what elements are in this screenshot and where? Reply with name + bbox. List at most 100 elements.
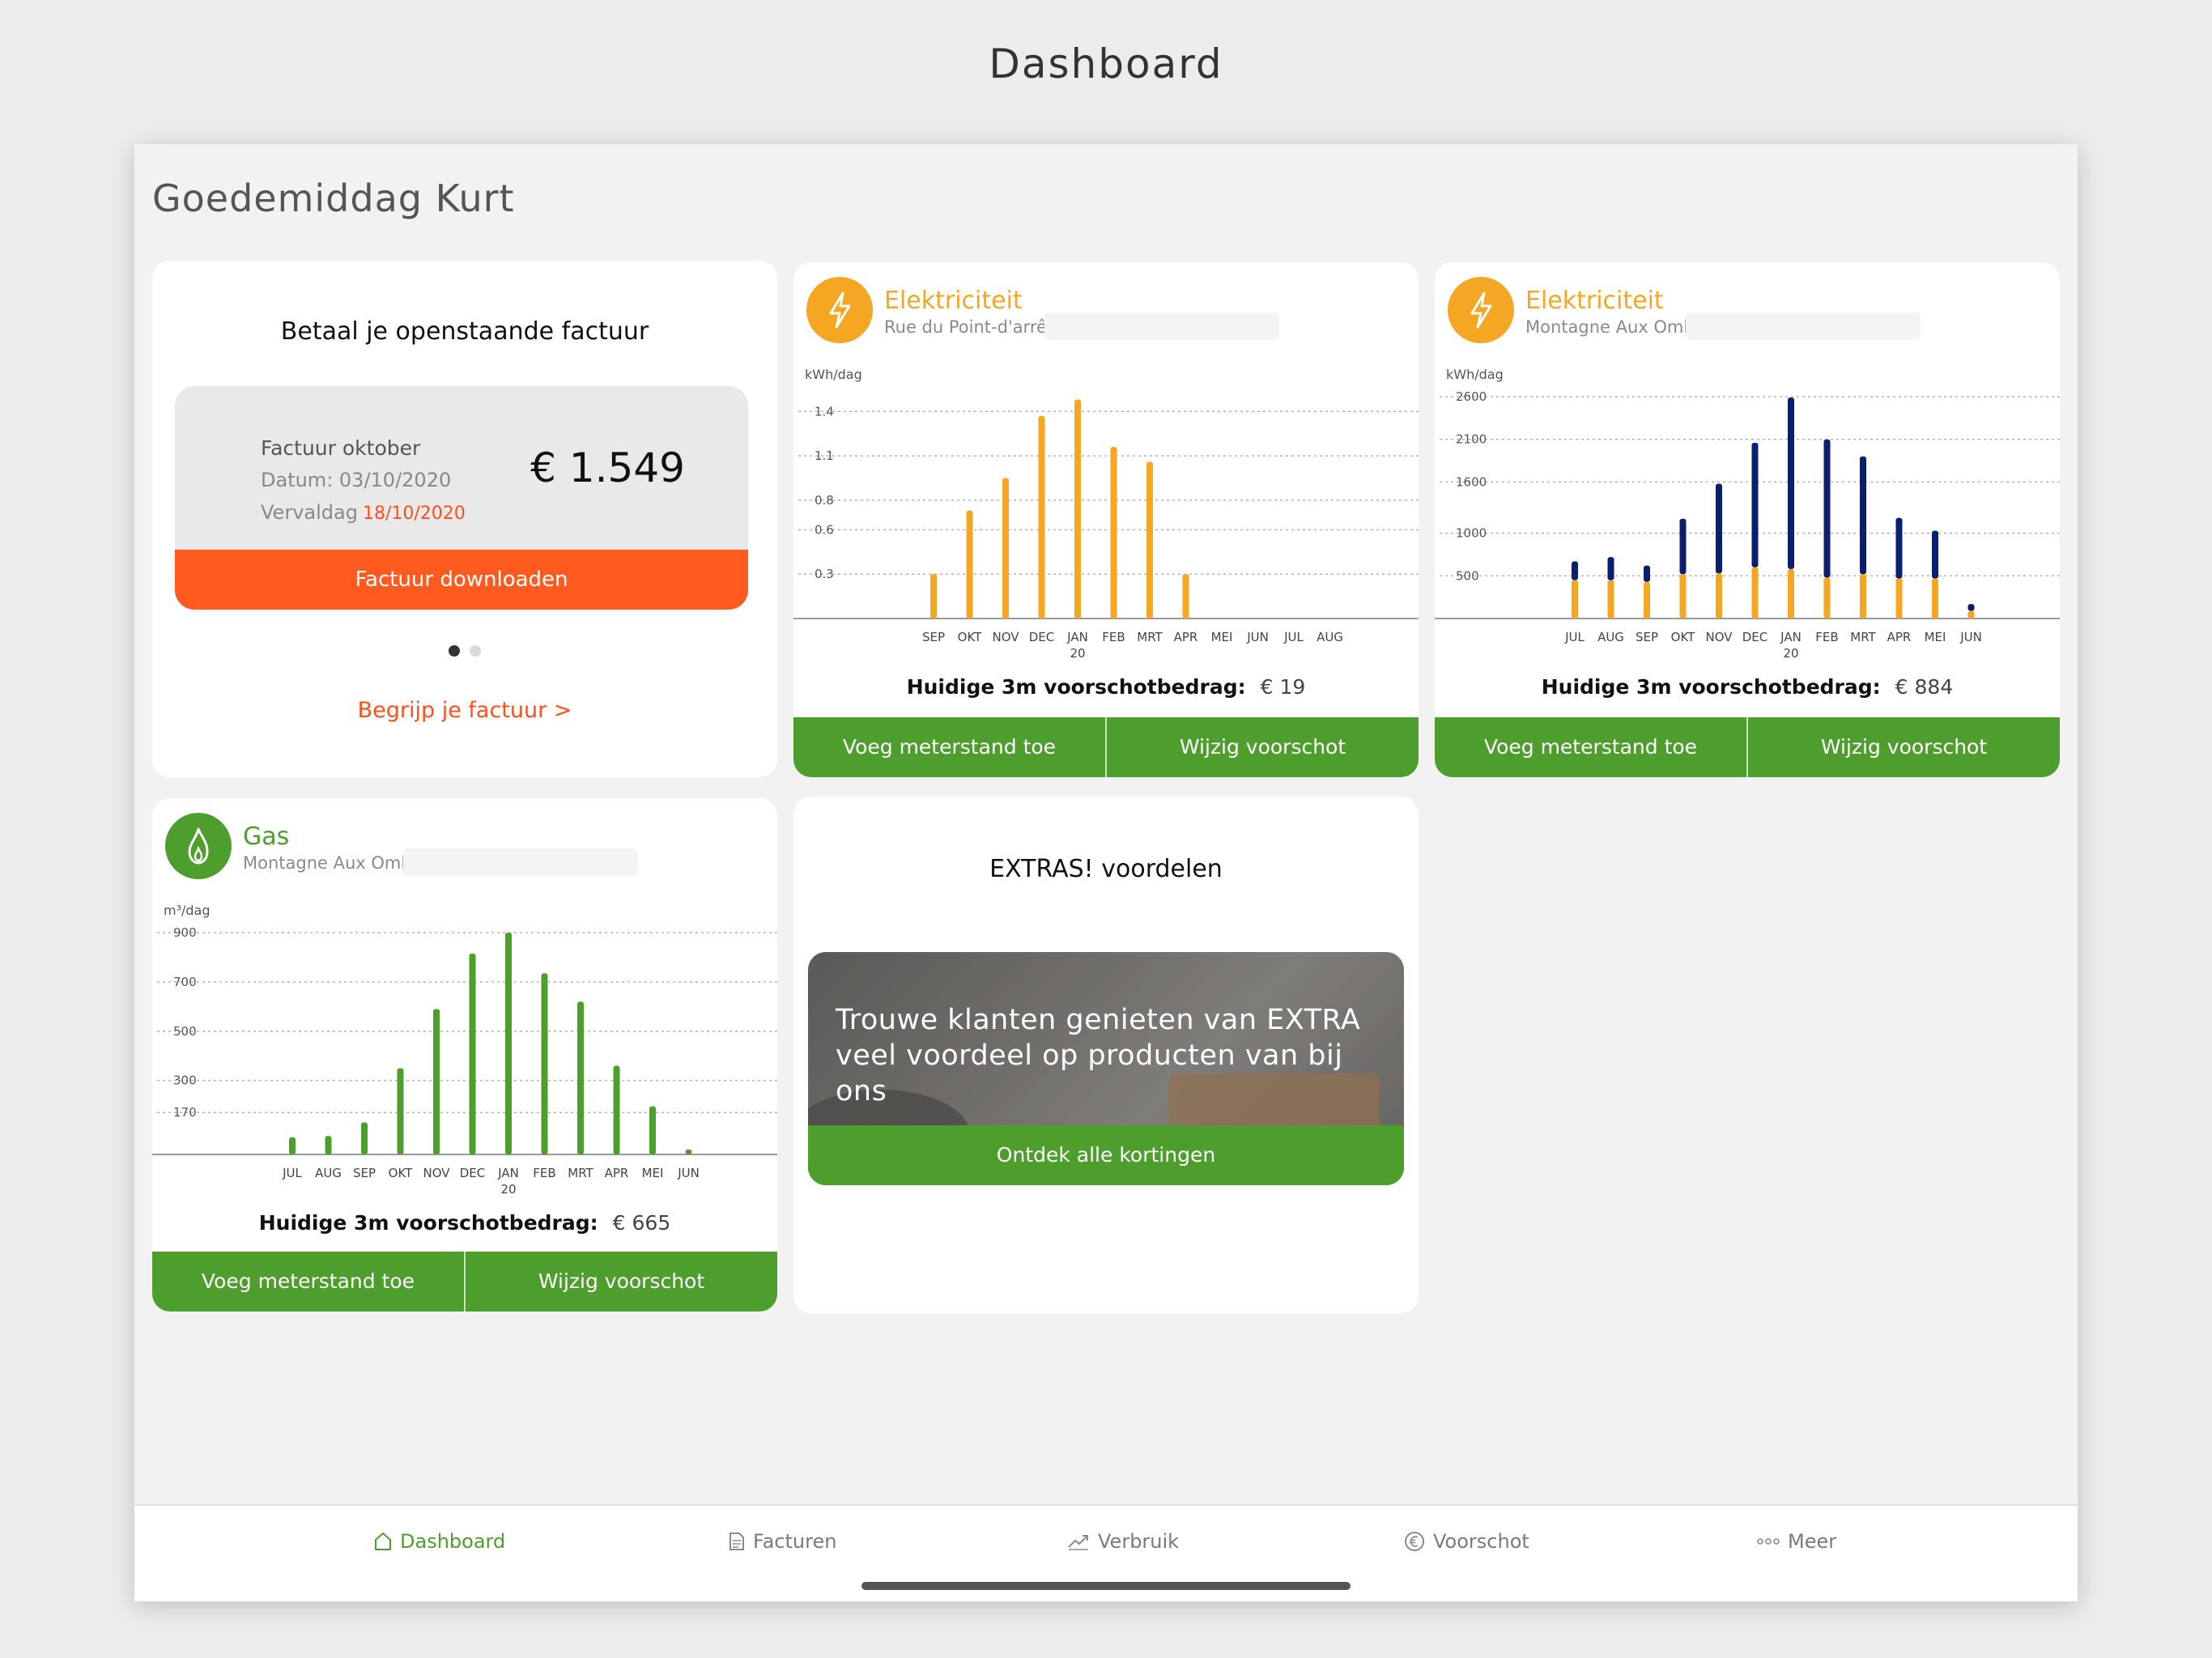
- y-tick-label: 0.6: [815, 522, 834, 537]
- chart-bar: [1607, 557, 1614, 580]
- chart-bar: [1074, 399, 1081, 619]
- x-tick-label: MEI: [642, 1166, 664, 1180]
- tab-label: Voorschot: [1433, 1530, 1529, 1553]
- chart-bar: [1932, 578, 1938, 619]
- x-tick-label: JUL: [1283, 630, 1304, 644]
- x-tick-label: SEP: [922, 630, 945, 644]
- pager-dot-active[interactable]: [449, 645, 460, 657]
- chart-bar: [1607, 580, 1614, 619]
- x-tick-label: FEB: [1102, 630, 1125, 644]
- y-tick-label: 1600: [1456, 474, 1487, 489]
- chart-bar: [289, 1137, 296, 1154]
- tab-dashboard[interactable]: Dashboard: [374, 1530, 505, 1553]
- gas-chart: m³/dag 900 700 500 300 170 JUL AUG SEP OKT NOV DEC J…: [152, 903, 777, 1197]
- add-meter-reading-button[interactable]: Voeg meterstand toe: [201, 1269, 415, 1293]
- chart-bar: [1751, 567, 1759, 619]
- chart-bar: [1895, 517, 1903, 579]
- y-tick-label: 500: [1456, 568, 1479, 583]
- chart-bar: [1679, 574, 1687, 619]
- chart-bar: [1679, 518, 1687, 575]
- change-advance-button[interactable]: Wijzig voorschot: [464, 1252, 777, 1312]
- page-title: Dashboard: [989, 40, 1223, 87]
- chart-bar: [1860, 456, 1866, 575]
- tab-voorschot[interactable]: Voorschot: [1404, 1530, 1529, 1553]
- flame-icon: [165, 813, 232, 879]
- x-tick-label: MEI: [1211, 630, 1233, 644]
- x-tick-label: JUN: [1246, 630, 1269, 644]
- chart-bar: [1823, 439, 1831, 578]
- chart-bar: [1967, 604, 1975, 611]
- x-tick-label: APR: [605, 1166, 629, 1180]
- x-tick-label: MEI: [1925, 630, 1946, 644]
- add-meter-reading-button[interactable]: Voeg meterstand toe: [842, 735, 1057, 759]
- tab-label: Dashboard: [400, 1530, 506, 1553]
- x-tick-label: NOV: [992, 630, 1019, 644]
- tab-label: Verbruik: [1098, 1530, 1180, 1553]
- chart-bar: [1644, 565, 1650, 582]
- invoice-card: Betaal je openstaande factuur Factuur ok…: [152, 261, 777, 777]
- invoice-amount: € 1.549: [530, 444, 685, 491]
- x-tick-label: OKT: [389, 1166, 413, 1180]
- advance-amount: Huidige 3m voorschotbedrag: € 665: [152, 1211, 777, 1235]
- advance-label: Huidige 3m voorschotbedrag:: [906, 675, 1246, 699]
- change-advance-button[interactable]: Wijzig voorschot: [1746, 717, 2060, 777]
- y-tick-label: 0.3: [815, 567, 834, 581]
- tab-facturen[interactable]: Facturen: [729, 1530, 836, 1553]
- chart-bar: [1182, 574, 1189, 619]
- chart-bar: [685, 1149, 692, 1154]
- electricity-card-1: Elektriciteit Rue du Point-d'arrêt kWh/d…: [793, 262, 1419, 777]
- card-actions: Voeg meterstand toe Wijzig voorschot: [152, 1252, 777, 1312]
- document-icon: [730, 1533, 744, 1550]
- year-marker-label: 20: [500, 1182, 516, 1197]
- year-marker-label: 20: [1783, 646, 1798, 661]
- advance-value: € 665: [612, 1211, 671, 1235]
- x-tick-label: AUG: [1317, 630, 1343, 644]
- electricity-2-chart: kWh/dag 2600 2100 1600 1000 500 JUL AUG SEP OKT NO…: [1435, 368, 2060, 661]
- x-tick-label: SEP: [1636, 630, 1658, 644]
- chart-bar: [397, 1068, 404, 1154]
- x-tick-label: OKT: [1671, 630, 1695, 644]
- chart-bar: [1572, 580, 1578, 619]
- tab-label: Facturen: [753, 1530, 837, 1553]
- invoice-pager[interactable]: [152, 644, 777, 660]
- y-tick-label: 700: [173, 975, 197, 989]
- y-tick-label: 2100: [1456, 432, 1487, 447]
- change-advance-button[interactable]: Wijzig voorschot: [1105, 717, 1419, 777]
- electricity-card-2: Elektriciteit Montagne Aux Ombres kWh/da…: [1435, 262, 2060, 777]
- x-tick-label: JAN: [497, 1166, 519, 1180]
- chart-bar: [505, 933, 512, 1154]
- chart-bar: [1788, 568, 1794, 619]
- chart-bar: [613, 1065, 620, 1154]
- x-tick-label: NOV: [423, 1166, 450, 1180]
- extras-promo-text: Trouwe klanten genieten van EXTRA veel v…: [836, 1004, 1361, 1107]
- pager-dot[interactable]: [470, 645, 481, 657]
- y-tick-label: 1000: [1456, 526, 1487, 541]
- invoice-date: Datum: 03/10/2020: [261, 469, 452, 491]
- chart-bar: [1932, 530, 1938, 579]
- discover-discounts-button[interactable]: Ontdek alle kortingen: [808, 1125, 1404, 1185]
- y-tick-label: 0.8: [815, 493, 834, 508]
- euro-icon: [1405, 1532, 1424, 1551]
- y-axis-label: m³/dag: [164, 903, 211, 918]
- tab-verbruik[interactable]: Verbruik: [1067, 1530, 1179, 1553]
- y-tick-label: 500: [173, 1024, 197, 1039]
- chart-bar: [1716, 483, 1722, 574]
- download-invoice-button[interactable]: Factuur downloaden: [175, 550, 748, 610]
- chart-bar: [469, 953, 476, 1154]
- more-icon: [1757, 1538, 1780, 1545]
- extras-promo-image[interactable]: Trouwe klanten genieten van EXTRA veel v…: [808, 952, 1404, 1185]
- x-tick-label: MRT: [1137, 630, 1163, 644]
- understand-invoice-link[interactable]: Begrijp je factuur >: [357, 698, 572, 723]
- chart-bar: [1644, 581, 1650, 619]
- chart-bar: [1146, 461, 1153, 619]
- chart-bar: [1788, 397, 1794, 569]
- tab-meer[interactable]: Meer: [1757, 1530, 1836, 1553]
- y-tick-label: 900: [173, 925, 197, 940]
- trend-icon: [1068, 1535, 1088, 1550]
- x-tick-label: AUG: [315, 1166, 342, 1180]
- chart-bar: [1967, 610, 1975, 619]
- invoice-due: Vervaldag 18/10/2020: [261, 501, 466, 524]
- invoice-card-title: Betaal je openstaande factuur: [280, 317, 649, 346]
- add-meter-reading-button[interactable]: Voeg meterstand toe: [1483, 735, 1698, 759]
- x-tick-label: NOV: [1705, 630, 1733, 644]
